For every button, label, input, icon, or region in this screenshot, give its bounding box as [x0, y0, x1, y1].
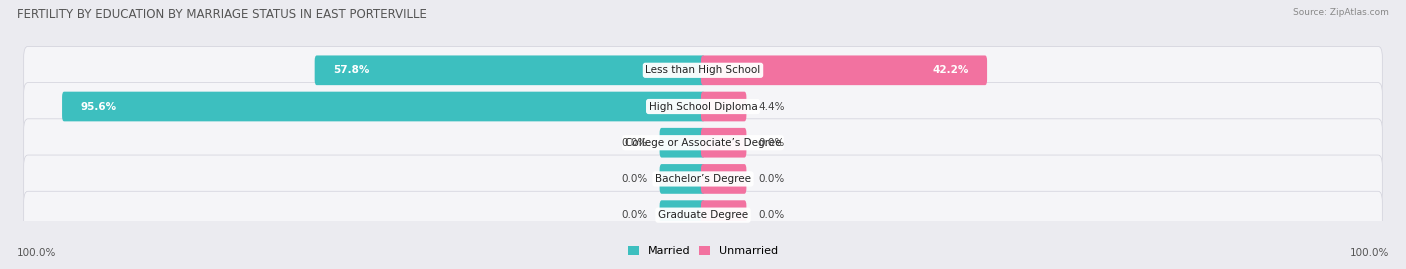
- Text: 0.0%: 0.0%: [621, 138, 648, 148]
- FancyBboxPatch shape: [702, 128, 747, 158]
- Text: 0.0%: 0.0%: [621, 174, 648, 184]
- Text: 0.0%: 0.0%: [758, 138, 785, 148]
- Text: 4.4%: 4.4%: [758, 101, 785, 112]
- FancyBboxPatch shape: [24, 119, 1382, 167]
- FancyBboxPatch shape: [24, 191, 1382, 239]
- FancyBboxPatch shape: [702, 92, 747, 121]
- Text: 42.2%: 42.2%: [932, 65, 969, 75]
- FancyBboxPatch shape: [62, 92, 704, 121]
- Text: College or Associate’s Degree: College or Associate’s Degree: [624, 138, 782, 148]
- Legend: Married, Unmarried: Married, Unmarried: [627, 246, 779, 256]
- Text: 0.0%: 0.0%: [758, 210, 785, 220]
- Text: High School Diploma: High School Diploma: [648, 101, 758, 112]
- FancyBboxPatch shape: [315, 55, 704, 85]
- FancyBboxPatch shape: [24, 83, 1382, 130]
- Text: 57.8%: 57.8%: [333, 65, 370, 75]
- Text: 100.0%: 100.0%: [1350, 248, 1389, 258]
- Text: Source: ZipAtlas.com: Source: ZipAtlas.com: [1294, 8, 1389, 17]
- FancyBboxPatch shape: [659, 164, 704, 194]
- FancyBboxPatch shape: [24, 47, 1382, 94]
- FancyBboxPatch shape: [702, 200, 747, 230]
- FancyBboxPatch shape: [659, 200, 704, 230]
- FancyBboxPatch shape: [702, 164, 747, 194]
- Text: Bachelor’s Degree: Bachelor’s Degree: [655, 174, 751, 184]
- Text: 100.0%: 100.0%: [17, 248, 56, 258]
- Text: Less than High School: Less than High School: [645, 65, 761, 75]
- FancyBboxPatch shape: [659, 128, 704, 158]
- FancyBboxPatch shape: [24, 155, 1382, 203]
- Text: 0.0%: 0.0%: [621, 210, 648, 220]
- Text: FERTILITY BY EDUCATION BY MARRIAGE STATUS IN EAST PORTERVILLE: FERTILITY BY EDUCATION BY MARRIAGE STATU…: [17, 8, 427, 21]
- Text: 95.6%: 95.6%: [80, 101, 117, 112]
- FancyBboxPatch shape: [702, 55, 987, 85]
- Text: 0.0%: 0.0%: [758, 174, 785, 184]
- Text: Graduate Degree: Graduate Degree: [658, 210, 748, 220]
